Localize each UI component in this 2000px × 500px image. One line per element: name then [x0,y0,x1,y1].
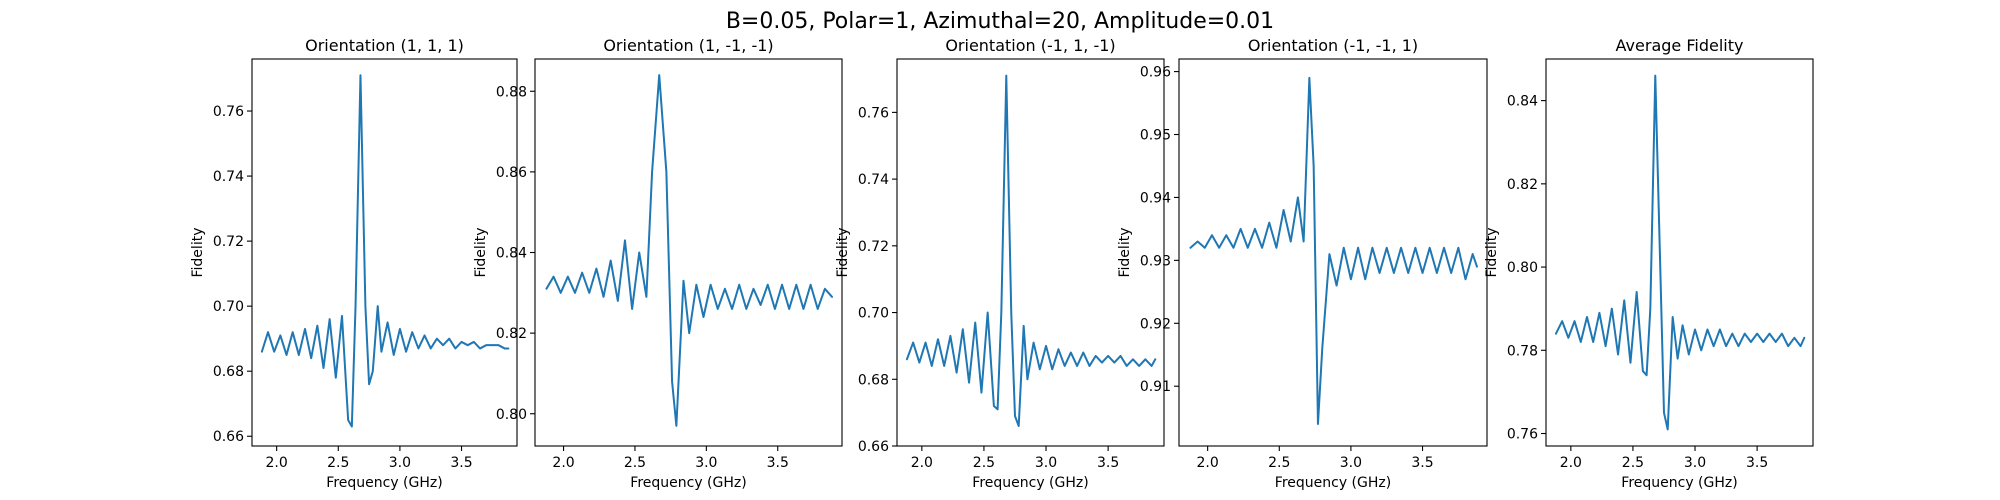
y-tick-label: 0.74 [213,169,244,185]
x-tick-label: 3.5 [767,455,789,471]
subplot-5: 2.0 2.5 3.0 3.5 0.76 0.78 0.80 0.82 0.84 Average … [1484,36,1814,491]
x-tick-label: 3.0 [1035,455,1057,471]
axes-frame [1545,58,1814,447]
series-line [1554,74,1806,431]
subplot-title: Orientation (1, 1, 1) [305,36,464,55]
x-tick-label: 2.5 [327,455,349,471]
series-line [545,74,833,427]
y-tick-label: 0.96 [1140,65,1171,81]
y-axis-label: Fidelity [1117,228,1133,278]
axes-frame [896,58,1165,447]
y-axis-label: Fidelity [473,228,489,278]
x-axis-label: Frequency (GHz) [1275,475,1391,491]
series-line [1189,76,1478,425]
x-tick-label: 2.0 [552,455,574,471]
y-tick-label: 0.74 [858,172,889,188]
subplot-title: Average Fidelity [1616,36,1744,55]
y-tick-label: 0.80 [1507,260,1538,276]
y-tick-label: 0.78 [1507,343,1538,359]
y-tick-label: 0.76 [858,105,889,121]
x-tick-label: 3.5 [1411,455,1433,471]
y-tick-label: 0.68 [858,372,889,388]
y-tick-label: 0.68 [213,364,244,380]
y-tick-label: 0.66 [858,439,889,455]
y-tick-label: 0.91 [1140,379,1171,395]
subplot-2: 2.0 2.5 3.0 3.5 0.80 0.82 0.84 0.86 0.88 Orientat… [473,36,843,491]
y-tick-label: 0.95 [1140,128,1171,144]
x-tick-label: 3.0 [1340,455,1362,471]
y-tick-label: 0.72 [213,234,244,250]
x-tick-label: 3.0 [389,455,411,471]
x-axis-label: Frequency (GHz) [630,475,746,491]
x-tick-label: 3.0 [1684,455,1706,471]
x-tick-label: 2.0 [1197,455,1219,471]
axes-frame [251,58,518,447]
x-tick-label: 3.5 [1097,455,1119,471]
y-axis-label: Fidelity [190,228,206,278]
figure-suptitle: B=0.05, Polar=1, Azimuthal=20, Amplitude… [726,9,1274,34]
y-tick-label: 0.80 [496,407,527,423]
x-tick-label: 2.5 [624,455,646,471]
x-tick-label: 3.0 [695,455,717,471]
y-tick-label: 0.82 [1507,177,1538,193]
series-line [260,74,510,428]
y-tick-label: 0.93 [1140,253,1171,269]
x-tick-label: 3.5 [450,455,472,471]
y-tick-label: 0.84 [1507,94,1538,110]
y-tick-label: 0.86 [496,165,527,181]
x-tick-label: 2.0 [266,455,288,471]
x-tick-label: 2.5 [1622,455,1644,471]
x-tick-label: 2.5 [1268,455,1290,471]
y-tick-label: 0.84 [496,246,527,262]
y-tick-label: 0.70 [858,306,889,322]
y-tick-label: 0.82 [496,326,527,342]
subplot-title: Orientation (1, -1, -1) [603,36,773,55]
y-tick-label: 0.94 [1140,190,1171,206]
subplot-3: 2.0 2.5 3.0 3.5 0.66 0.68 0.70 0.72 0.74 0.76 Orie… [835,36,1165,491]
y-tick-label: 0.72 [858,239,889,255]
series-line [905,74,1157,427]
y-tick-label: 0.76 [213,104,244,120]
y-axis-label: Fidelity [1484,228,1500,278]
subplot-title: Orientation (-1, 1, -1) [945,36,1115,55]
y-axis-label: Fidelity [835,228,851,278]
y-tick-label: 0.76 [1507,427,1538,443]
y-tick-label: 0.92 [1140,316,1171,332]
x-tick-label: 2.5 [973,455,995,471]
x-tick-label: 2.0 [911,455,933,471]
y-tick-label: 0.88 [496,84,527,100]
y-tick-label: 0.70 [213,299,244,315]
x-axis-label: Frequency (GHz) [972,475,1088,491]
subplot-1: 2.0 2.5 3.0 3.5 0.66 0.68 0.70 0.72 0.74 0.76 Orie… [190,36,518,491]
x-tick-label: 3.5 [1746,455,1768,471]
subplot-title: Orientation (-1, -1, 1) [1248,36,1418,55]
x-axis-label: Frequency (GHz) [326,475,442,491]
subplot-4: 2.0 2.5 3.0 3.5 0.91 0.92 0.93 0.94 0.95 0.96 Orie… [1117,36,1488,491]
x-axis-label: Frequency (GHz) [1621,475,1737,491]
y-tick-label: 0.66 [213,429,244,445]
axes-frame [1178,58,1488,447]
x-tick-label: 2.0 [1560,455,1582,471]
subplots-container: 2.0 2.5 3.0 3.5 0.66 0.68 0.70 0.72 0.74 0.76 Orie… [190,36,1814,491]
